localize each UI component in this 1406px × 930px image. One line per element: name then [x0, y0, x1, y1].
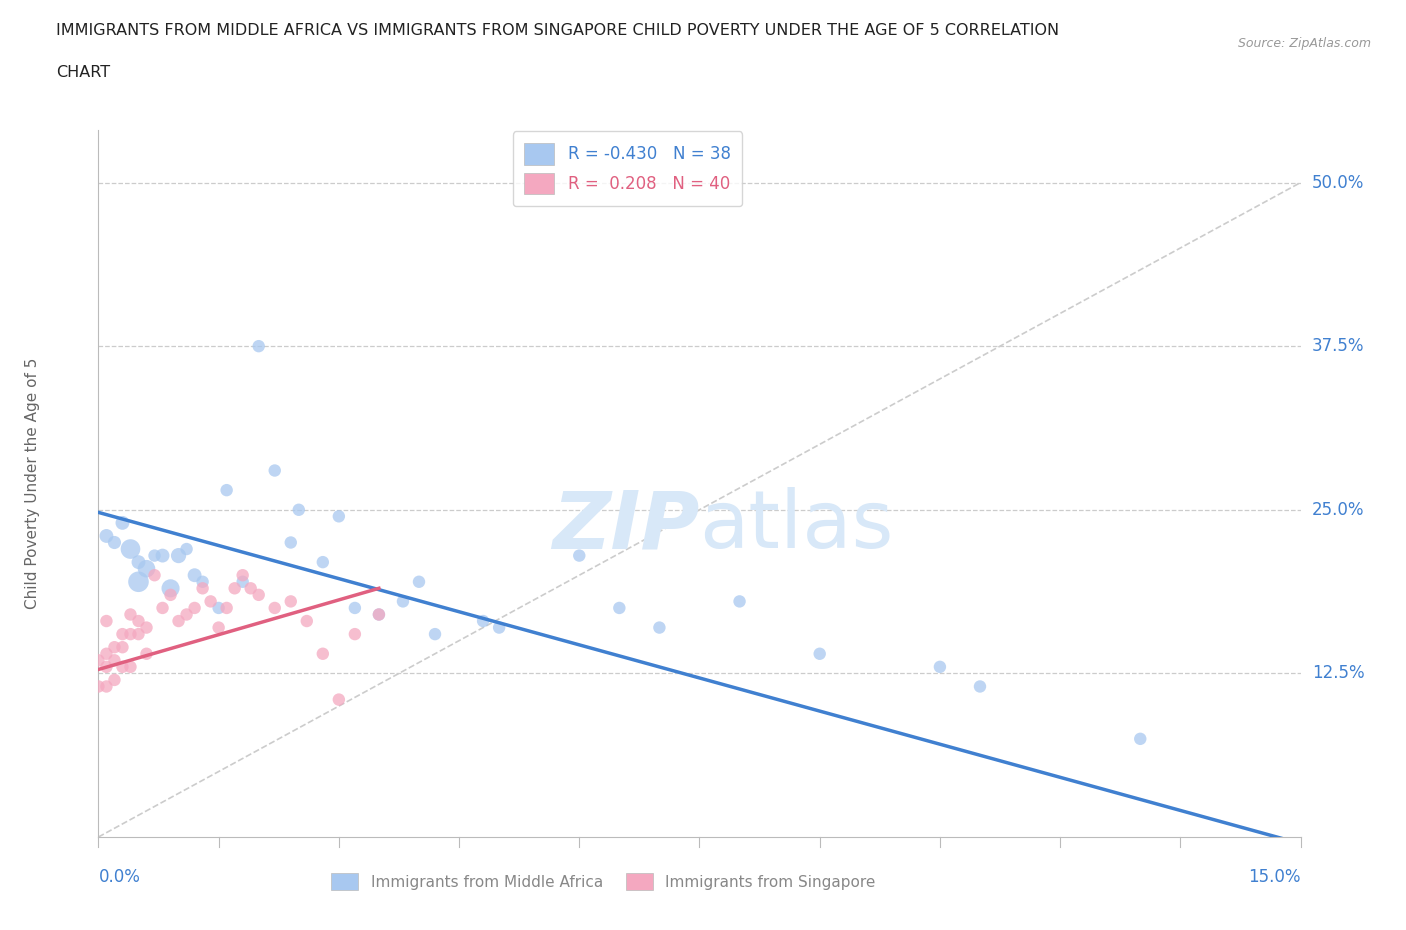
Point — [135, 561, 157, 576]
Point — [280, 594, 302, 609]
Point — [103, 640, 125, 655]
Point — [247, 339, 270, 353]
Point — [96, 659, 118, 674]
Point — [135, 620, 157, 635]
Point — [200, 594, 222, 609]
Text: 15.0%: 15.0% — [1249, 868, 1301, 885]
Point — [143, 568, 166, 583]
Text: CHART: CHART — [56, 65, 110, 80]
Text: IMMIGRANTS FROM MIDDLE AFRICA VS IMMIGRANTS FROM SINGAPORE CHILD POVERTY UNDER T: IMMIGRANTS FROM MIDDLE AFRICA VS IMMIGRA… — [56, 23, 1059, 38]
Point — [167, 548, 190, 563]
Point — [120, 659, 142, 674]
Point — [111, 640, 134, 655]
Point — [929, 659, 952, 674]
Point — [208, 601, 231, 616]
Point — [128, 614, 150, 629]
Point — [280, 535, 302, 550]
Point — [87, 679, 110, 694]
Point — [143, 548, 166, 563]
Point — [368, 607, 391, 622]
Text: Source: ZipAtlas.com: Source: ZipAtlas.com — [1237, 37, 1371, 50]
Point — [183, 568, 205, 583]
Point — [128, 627, 150, 642]
Point — [1129, 731, 1152, 746]
Point — [120, 541, 142, 556]
Point — [648, 620, 671, 635]
Text: atlas: atlas — [699, 487, 894, 565]
Point — [472, 614, 495, 629]
Point — [103, 653, 125, 668]
Point — [152, 601, 174, 616]
Point — [176, 541, 198, 556]
Point — [159, 581, 181, 596]
Point — [263, 463, 285, 478]
Text: 0.0%: 0.0% — [98, 868, 141, 885]
Point — [392, 594, 415, 609]
Point — [263, 601, 285, 616]
Point — [103, 672, 125, 687]
Point — [247, 588, 270, 603]
Point — [87, 653, 110, 668]
Point — [224, 581, 246, 596]
Point — [96, 528, 118, 543]
Text: 25.0%: 25.0% — [1312, 500, 1364, 519]
Point — [128, 554, 150, 569]
Point — [111, 515, 134, 530]
Point — [208, 620, 231, 635]
Point — [969, 679, 991, 694]
Point — [183, 601, 205, 616]
Point — [103, 535, 125, 550]
Point — [288, 502, 311, 517]
Point — [167, 614, 190, 629]
Point — [568, 548, 591, 563]
Point — [295, 614, 318, 629]
Text: 12.5%: 12.5% — [1312, 664, 1364, 683]
Point — [111, 659, 134, 674]
Point — [408, 575, 430, 590]
Point — [176, 607, 198, 622]
Point — [312, 646, 335, 661]
Point — [343, 627, 366, 642]
Point — [808, 646, 831, 661]
Point — [215, 483, 238, 498]
Point — [232, 575, 254, 590]
Point — [120, 627, 142, 642]
Point — [135, 646, 157, 661]
Point — [609, 601, 631, 616]
Point — [128, 575, 150, 590]
Point — [215, 601, 238, 616]
Point — [111, 627, 134, 642]
Text: ZIP: ZIP — [553, 487, 699, 565]
Point — [96, 679, 118, 694]
Point — [728, 594, 751, 609]
Text: 37.5%: 37.5% — [1312, 338, 1364, 355]
Point — [312, 554, 335, 569]
Point — [152, 548, 174, 563]
Point — [488, 620, 510, 635]
Point — [191, 575, 214, 590]
Point — [423, 627, 446, 642]
Point — [239, 581, 262, 596]
Point — [232, 568, 254, 583]
Point — [343, 601, 366, 616]
Point — [96, 646, 118, 661]
Point — [368, 607, 391, 622]
Text: 50.0%: 50.0% — [1312, 174, 1364, 192]
Point — [159, 588, 181, 603]
Point — [120, 607, 142, 622]
Point — [328, 692, 350, 707]
Point — [328, 509, 350, 524]
Point — [96, 614, 118, 629]
Legend: Immigrants from Middle Africa, Immigrants from Singapore: Immigrants from Middle Africa, Immigrant… — [325, 867, 882, 897]
Text: Child Poverty Under the Age of 5: Child Poverty Under the Age of 5 — [25, 358, 39, 609]
Point — [191, 581, 214, 596]
